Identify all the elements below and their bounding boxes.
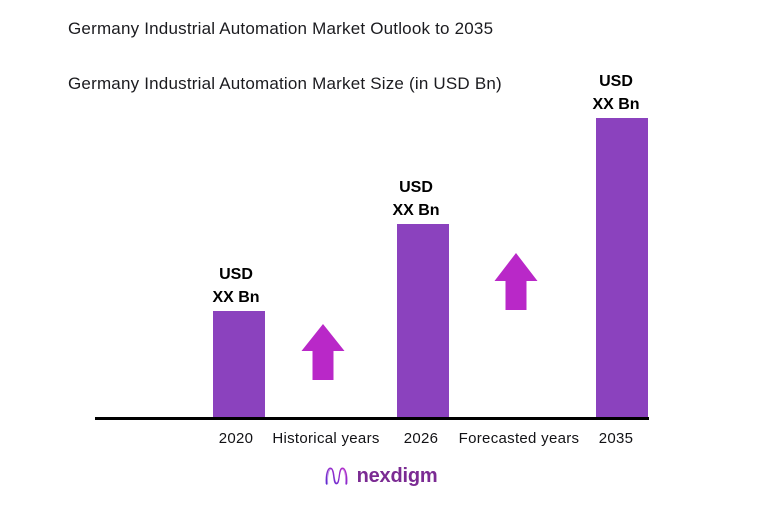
x-tick-label-2026: 2026 bbox=[403, 430, 439, 447]
bar-2035 bbox=[596, 118, 648, 420]
brand-wordmark: nexdigm bbox=[356, 464, 438, 487]
bar-value-label-2026: USD XX Bn bbox=[392, 179, 440, 219]
bar-2026 bbox=[397, 224, 449, 420]
x-axis-line bbox=[95, 417, 649, 420]
bar-value-label-2035: USD XX Bn bbox=[592, 73, 640, 113]
nexdigm-n-wave-icon bbox=[324, 467, 348, 485]
bar-value-label-2020: USD XX Bn bbox=[212, 266, 260, 306]
growth-arrow-icon bbox=[494, 253, 538, 310]
x-tick-label-2035: 2035 bbox=[598, 430, 634, 447]
page-title: Germany Industrial Automation Market Out… bbox=[68, 19, 494, 38]
growth-arrow-icon bbox=[301, 324, 345, 380]
x-tick-label-2020: 2020 bbox=[218, 430, 254, 447]
axis-annotation-forecasted: Forecasted years bbox=[458, 430, 580, 447]
axis-annotation-historical: Historical years bbox=[272, 430, 380, 447]
brand-logo: nexdigm bbox=[0, 461, 760, 491]
bar-2020 bbox=[213, 311, 265, 420]
chart-subtitle: Germany Industrial Automation Market Siz… bbox=[68, 74, 502, 93]
